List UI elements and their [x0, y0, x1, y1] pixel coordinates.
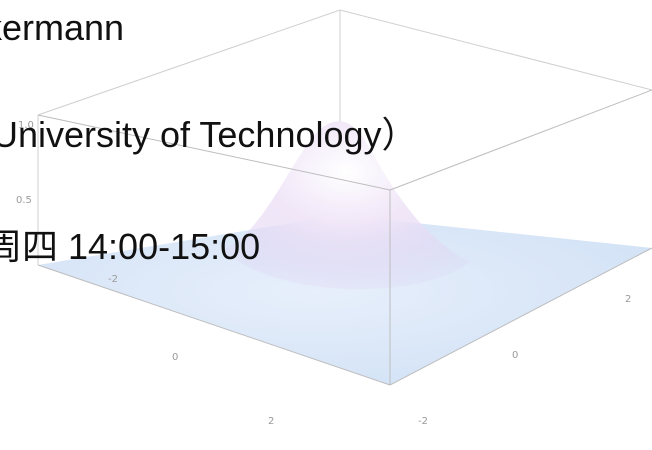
x-axis-tick-label: 0 [172, 352, 178, 363]
x-axis-tick-label: 2 [268, 416, 274, 427]
z-axis-tick-label: 0.5 [16, 195, 32, 206]
y-axis-tick-label: -2 [418, 416, 428, 427]
slide-text-line-3: 周四 14:00-15:00 [0, 226, 261, 267]
x-axis-tick-label: -2 [108, 274, 118, 285]
y-axis-tick-label: 2 [625, 294, 631, 305]
bounding-box-front [37, 89, 652, 386]
x-axis-ticks: -2 0 2 [108, 274, 274, 427]
slide-text-line-2: University of Technology） [0, 114, 418, 155]
slide-text-line-1: Ackermann [0, 7, 125, 48]
y-axis-ticks: 2 0 -2 [418, 294, 631, 427]
surface-floor [38, 215, 652, 385]
z-axis-tick-label: 1.0 [18, 120, 34, 131]
surface-peak [222, 121, 470, 290]
z-axis-ticks: 1.0 0.5 [16, 120, 34, 206]
y-axis-tick-label: 0 [512, 350, 518, 361]
